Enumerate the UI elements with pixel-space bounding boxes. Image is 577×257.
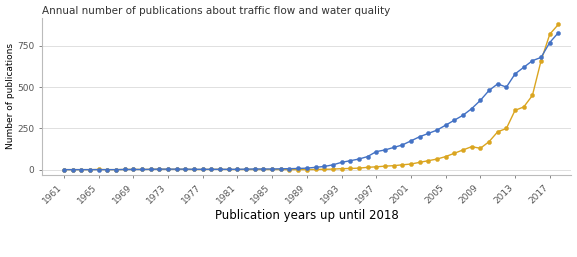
Line: Traffic flow studies: Traffic flow studies	[62, 22, 560, 172]
X-axis label: Publication years up until 2018: Publication years up until 2018	[215, 209, 399, 222]
Water quality studies	[390, 146, 397, 149]
Traffic flow studies	[61, 168, 68, 171]
Water quality studies	[61, 168, 68, 171]
Water quality studies	[182, 168, 189, 171]
Line: Water quality studies: Water quality studies	[62, 31, 560, 172]
Water quality studies	[538, 56, 545, 59]
Water quality studies	[425, 132, 432, 135]
Traffic flow studies	[477, 147, 484, 150]
Y-axis label: Number of publications: Number of publications	[6, 43, 14, 149]
Text: Annual number of publications about traffic flow and water quality: Annual number of publications about traf…	[42, 6, 391, 16]
Water quality studies	[173, 168, 180, 171]
Water quality studies	[555, 31, 562, 34]
Traffic flow studies	[538, 59, 545, 62]
Water quality studies	[477, 99, 484, 102]
Traffic flow studies	[182, 168, 189, 171]
Traffic flow studies	[555, 23, 562, 26]
Traffic flow studies	[390, 164, 397, 167]
Traffic flow studies	[173, 168, 180, 171]
Traffic flow studies	[425, 159, 432, 162]
